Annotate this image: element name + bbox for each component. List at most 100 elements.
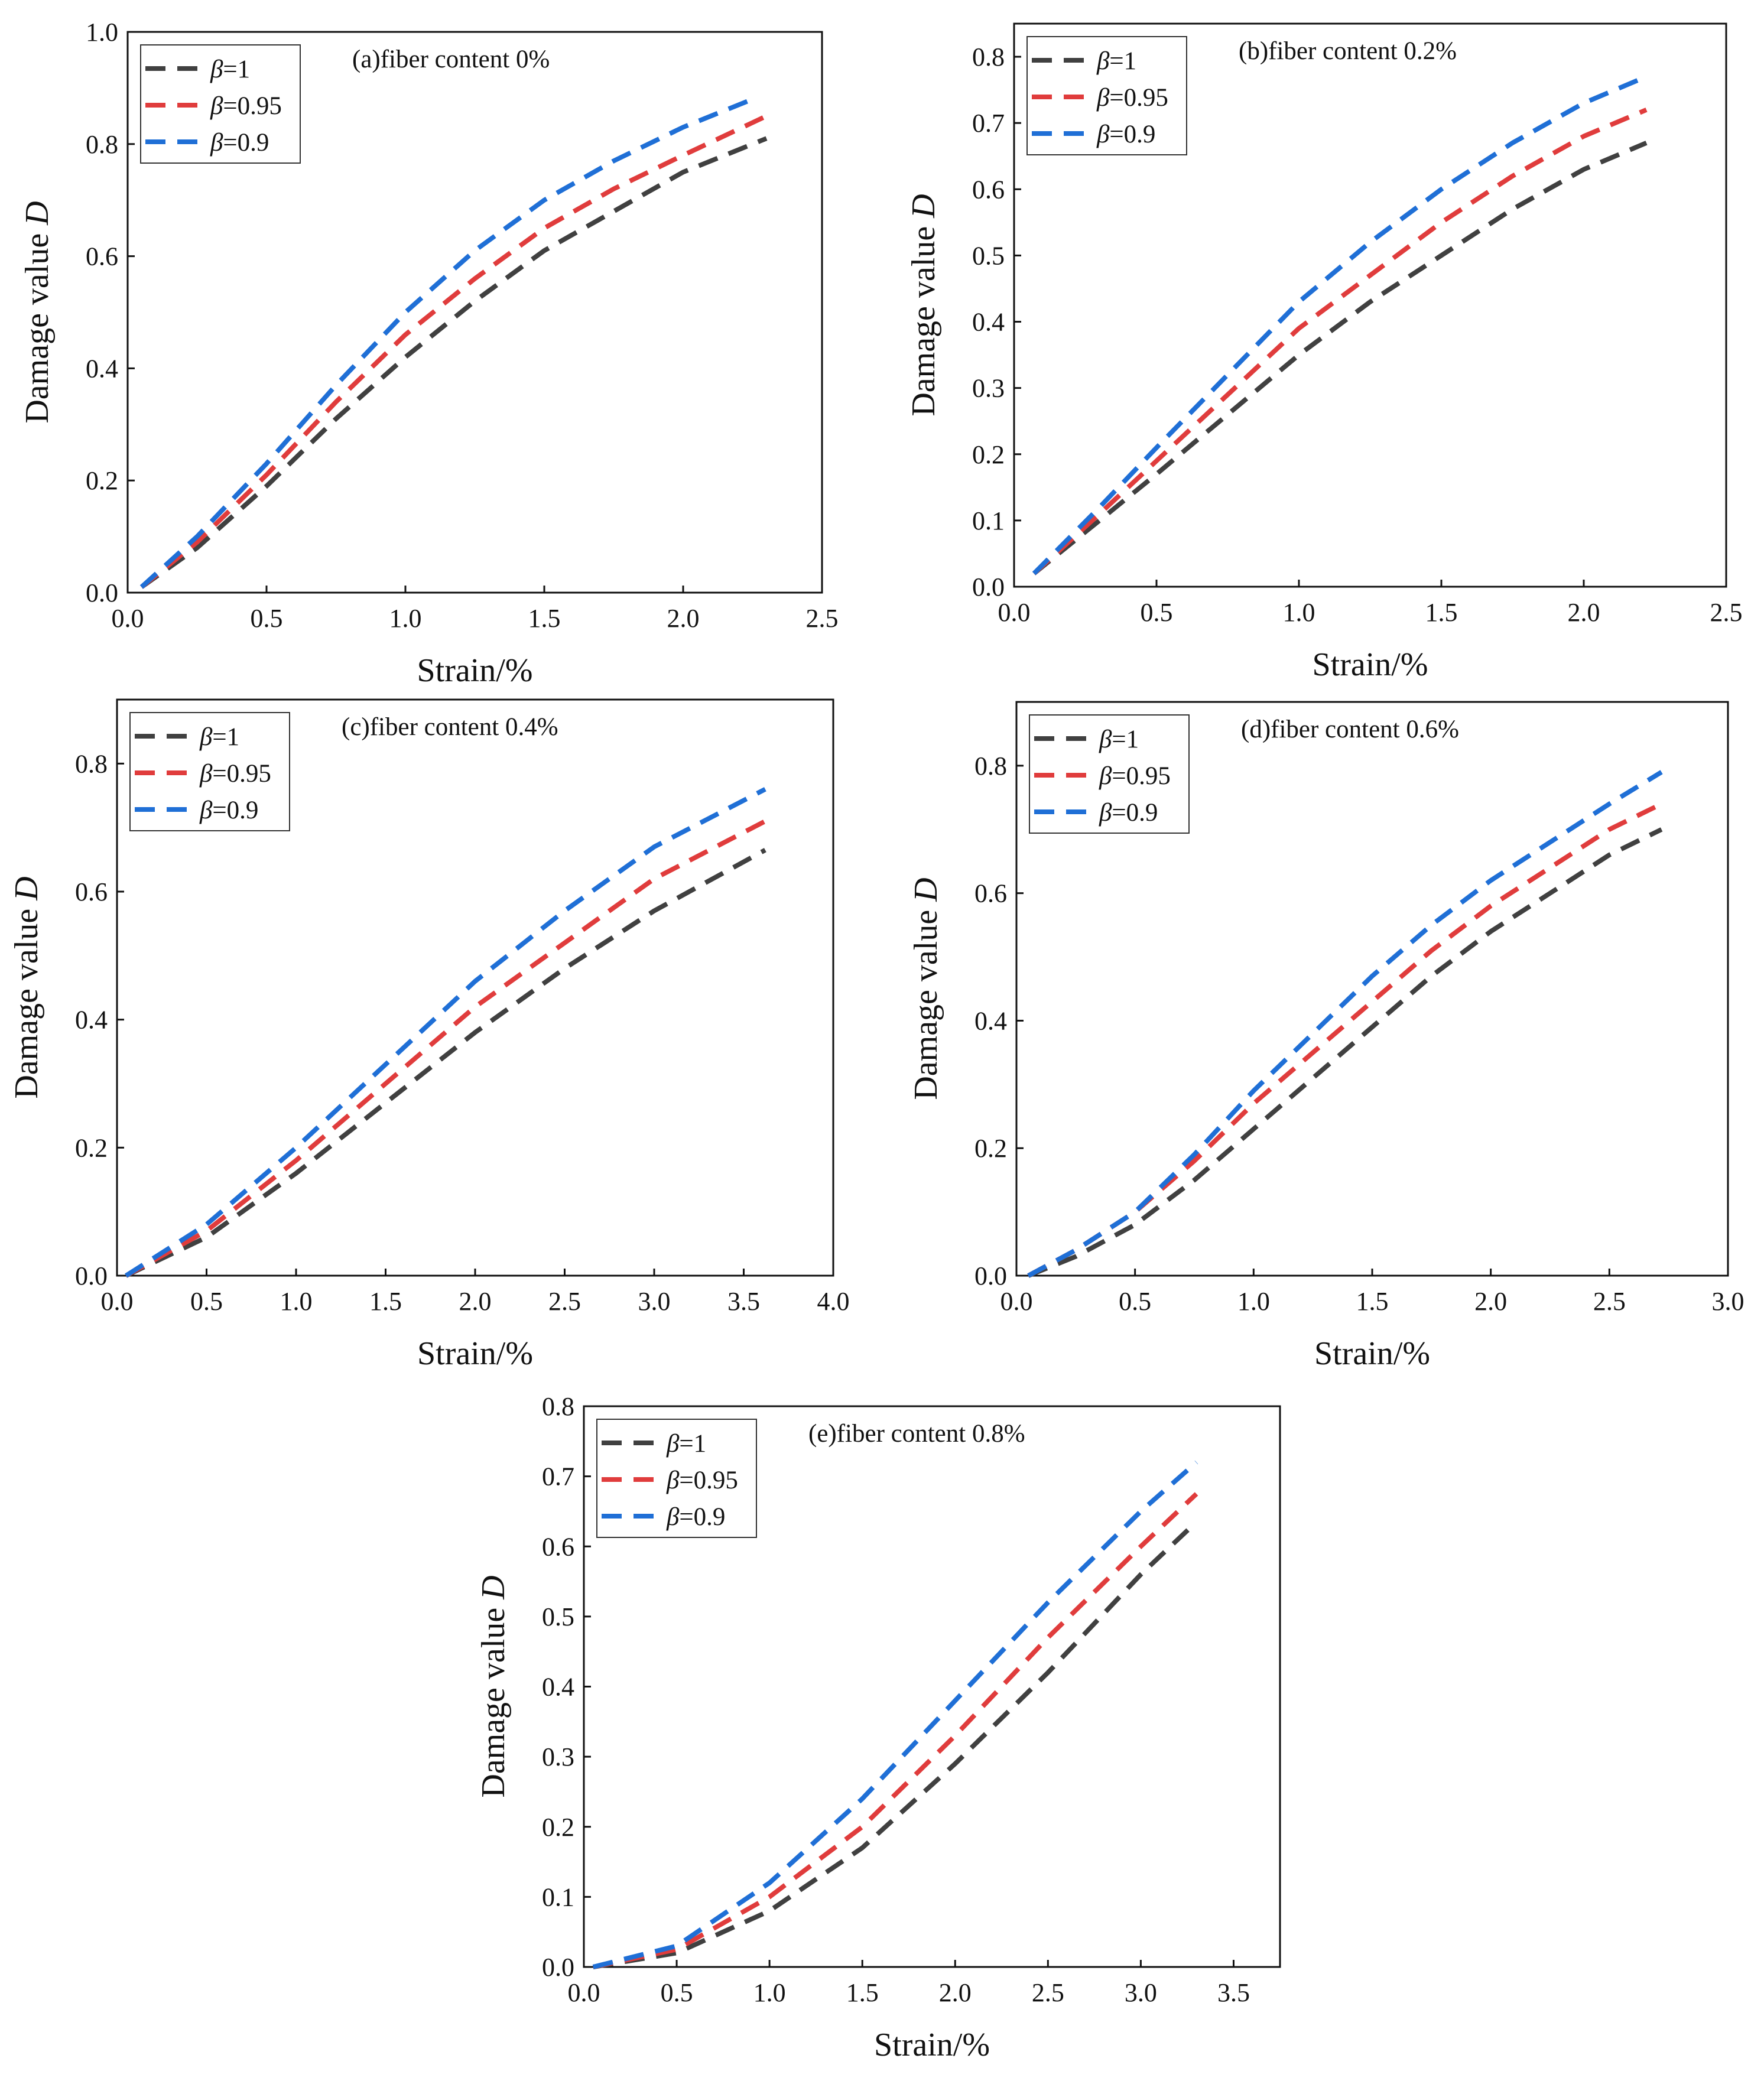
y-tick-label: 0.0 (972, 573, 1005, 601)
y-tick-label: 0.4 (86, 354, 118, 383)
y-tick-label: 0.7 (972, 109, 1005, 138)
x-tick-label: 1.5 (528, 604, 561, 633)
legend-label: β=0.9 (199, 796, 258, 824)
legend-box (1026, 36, 1187, 155)
legend-box (140, 44, 301, 164)
x-tick-label: 0.5 (251, 604, 283, 633)
y-axis-label: Damage value D (475, 1575, 512, 1797)
series-line-beta-0-95 (1027, 802, 1663, 1278)
x-tick-label: 2.5 (806, 604, 839, 633)
x-tick-label: 0.5 (190, 1287, 223, 1316)
y-axis-label: Damage value D (908, 877, 944, 1100)
chart-panel-b: 0.0 0.5 1.0 1.5 2.0 2.5 0.0 0.1 0.2 0.3 0.4 0.5 0.6 0… (905, 22, 1743, 683)
y-tick-label: 1.0 (86, 18, 118, 47)
x-tick-label: 0.5 (1141, 598, 1173, 627)
x-tick-label: 1.5 (1356, 1287, 1389, 1316)
x-tick-label: 1.0 (389, 604, 422, 633)
x-tick-label: 1.5 (369, 1287, 402, 1316)
x-tick-label: 2.0 (1474, 1287, 1507, 1316)
series-line-beta-1 (593, 1520, 1198, 1969)
y-tick-label: 0.6 (75, 877, 108, 906)
plot-frame (1013, 22, 1727, 588)
y-tick-label: 0.0 (86, 578, 118, 607)
y-tick-label: 0.4 (75, 1006, 108, 1035)
y-axis-label: Damage value D (8, 876, 45, 1098)
x-tick-label: 2.0 (1568, 598, 1600, 627)
panel-title: (e)fiber content 0.8% (808, 1420, 1025, 1448)
legend: β=1 β=0.95 β=0.9 (140, 44, 301, 164)
series-line-beta-0-95 (139, 113, 768, 589)
y-tick-label: 0.2 (75, 1133, 108, 1162)
x-tick-label: 2.5 (1710, 598, 1743, 627)
x-tick-label: 1.0 (753, 1978, 786, 2007)
y-tick-label: 0.8 (974, 752, 1007, 781)
legend-label: β=0.95 (666, 1467, 738, 1494)
y-tick-label: 0.5 (972, 241, 1005, 270)
series-line-beta-1 (125, 848, 766, 1278)
legend-label: β=0.9 (666, 1503, 725, 1531)
y-tick-label: 0.0 (75, 1261, 108, 1290)
y-tick-label: 0.8 (75, 749, 108, 778)
x-tick-label: 3.0 (1125, 1978, 1157, 2007)
chart-panel-e: 0.0 0.5 1.0 1.5 2.0 2.5 3.0 3.5 0.0 0.1 0.2 0.3 0.4 0… (475, 1392, 1281, 2063)
series-line-beta-0-9 (1027, 770, 1663, 1278)
x-tick-label: 2.0 (667, 604, 700, 633)
series-line-beta-0-9 (125, 787, 766, 1278)
y-tick-label: 0.6 (542, 1532, 574, 1561)
chart-panel-c: 0.0 0.5 1.0 1.5 2.0 2.5 3.0 3.5 4.0 0.0 0.2 0.4 0.6 0… (8, 698, 850, 1372)
y-tick-label: 0.4 (974, 1006, 1007, 1035)
x-tick-label: 3.0 (638, 1287, 671, 1316)
legend-label: β=1 (666, 1430, 706, 1458)
legend: β=1 β=0.95 β=0.9 (596, 1419, 757, 1538)
y-tick-label: 0.6 (972, 175, 1005, 204)
series-line-beta-0-9 (1032, 74, 1648, 575)
series-line-beta-0-9 (592, 1460, 1198, 1969)
y-tick-label: 0.7 (542, 1462, 574, 1491)
x-tick-label: 1.0 (1237, 1287, 1270, 1316)
x-tick-label: 0.0 (112, 604, 144, 633)
panel-title: (d)fiber content 0.6% (1241, 716, 1459, 743)
legend: β=1 β=0.95 β=0.9 (1026, 36, 1187, 155)
legend-box (129, 712, 290, 831)
legend-label: β=1 (210, 56, 250, 83)
panel-title: (c)fiber content 0.4% (342, 713, 558, 741)
legend: β=1 β=0.95 β=0.9 (129, 712, 290, 831)
series-line-beta-1 (1027, 827, 1663, 1278)
y-tick-label: 0.6 (86, 242, 118, 271)
y-axis-label: Damage value D (905, 194, 942, 416)
series-line-beta-0-95 (592, 1492, 1198, 1969)
y-axis-label: Damage value D (19, 201, 56, 423)
y-tick-label: 0.3 (542, 1742, 574, 1771)
series-line-beta-0-9 (139, 97, 753, 589)
y-tick-label: 0.2 (542, 1813, 574, 1842)
y-tick-label: 0.1 (542, 1882, 574, 1911)
y-tick-label: 0.0 (974, 1261, 1007, 1290)
x-tick-label: 2.5 (1032, 1978, 1064, 2007)
y-tick-label: 0.5 (542, 1602, 574, 1631)
y-tick-label: 0.0 (542, 1953, 574, 1982)
x-axis-label: Strain/% (874, 2027, 990, 2063)
legend-label: β=0.95 (199, 760, 271, 788)
x-tick-label: 1.5 (1425, 598, 1458, 627)
x-tick-label: 4.0 (817, 1287, 850, 1316)
legend-box (1029, 714, 1190, 834)
legend-label: β=0.95 (1096, 84, 1168, 112)
y-tick-label: 0.6 (974, 879, 1007, 908)
x-tick-label: 0.5 (1119, 1287, 1151, 1316)
panel-title: (b)fiber content 0.2% (1239, 37, 1457, 65)
x-tick-label: 0.0 (568, 1978, 600, 2007)
plot-frame (126, 31, 823, 594)
x-tick-label: 2.0 (939, 1978, 972, 2007)
y-tick-label: 0.2 (86, 466, 118, 495)
y-tick-label: 0.8 (86, 130, 118, 159)
x-axis-label: Strain/% (1313, 646, 1428, 683)
x-axis-label: Strain/% (417, 1335, 533, 1372)
y-tick-label: 0.4 (542, 1673, 574, 1702)
legend-box (596, 1419, 757, 1538)
y-tick-label: 0.1 (972, 506, 1005, 535)
y-tick-label: 0.8 (972, 43, 1005, 71)
x-axis-label: Strain/% (1314, 1335, 1430, 1372)
y-tick-label: 0.4 (972, 308, 1005, 337)
x-tick-label: 0.5 (661, 1978, 693, 2007)
x-tick-label: 1.5 (846, 1978, 879, 2007)
